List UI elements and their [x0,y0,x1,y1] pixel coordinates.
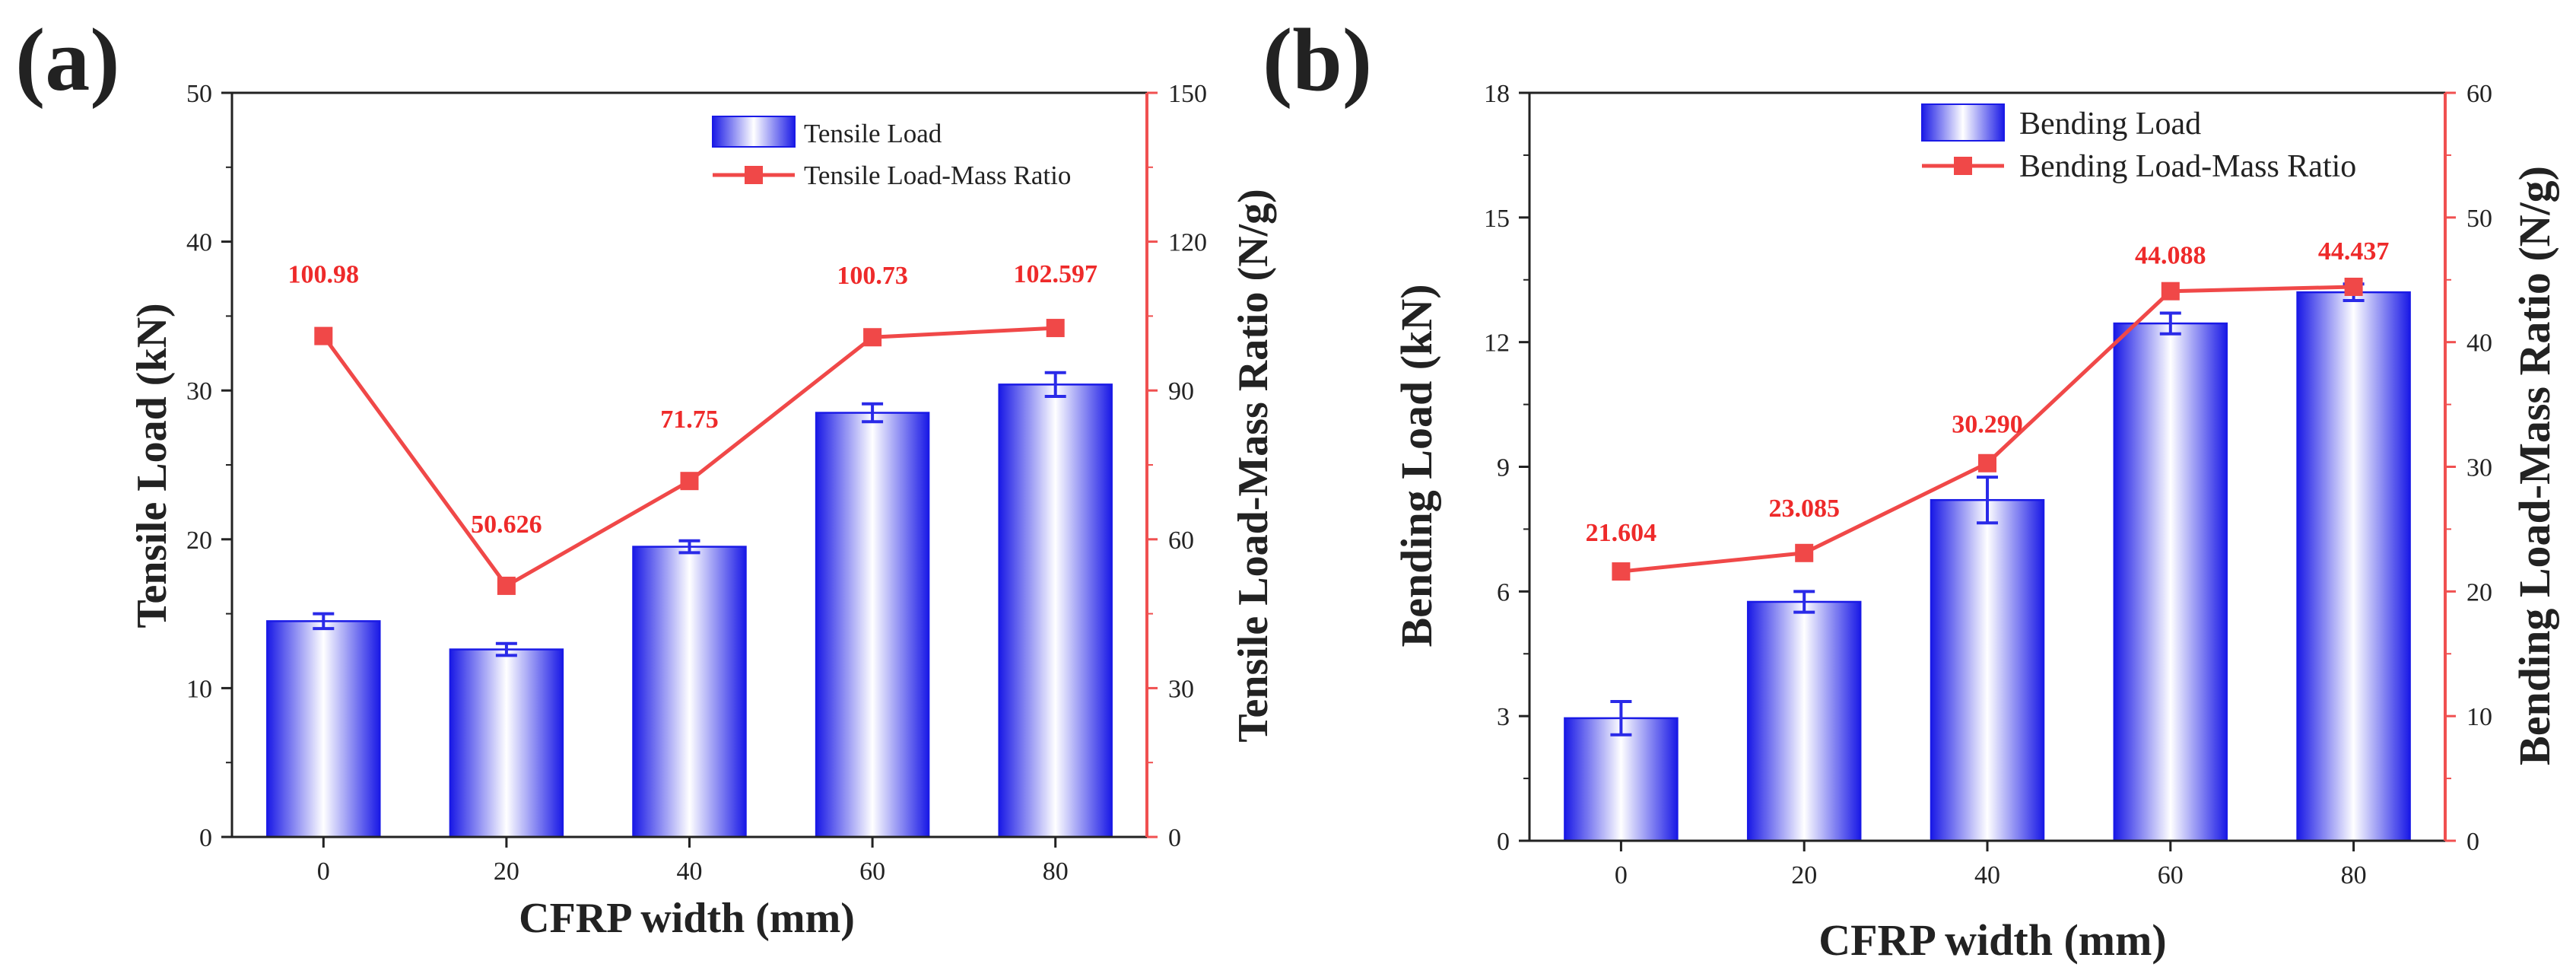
ratio-label-a-80: 102.597 [1013,260,1097,288]
panel-a-label: (a) [15,10,120,110]
ytick-label-left-a-40: 40 [186,229,212,257]
ratio-point-a-80 [1046,319,1065,338]
ytick-label-left-b-6: 6 [1497,578,1510,606]
ytick-label-right-b-30: 30 [2466,454,2492,482]
bar-a-20 [449,648,564,838]
ratio-label-a-40: 71.75 [660,406,719,434]
bar-a-80 [998,383,1113,838]
panel-a-y-right-axis-title: Tensile Load-Mass Ratio (N/g) [1230,189,1277,743]
legend-marker-bending-ratio [1954,157,1972,175]
bar-b-20 [1746,600,1862,842]
legend-label-bending-load: Bending Load [2019,107,2201,142]
bar-a-40 [632,546,747,838]
ytick-label-left-a-20: 20 [186,527,212,555]
ytick-label-left-b-3: 3 [1497,703,1510,731]
bar-a-60 [815,412,930,838]
ytick-label-right-b-0: 0 [2466,828,2479,856]
xtick-label-b-60: 60 [2158,861,2184,889]
ytick-label-left-b-12: 12 [1484,329,1510,358]
legend-swatch-tensile-load [712,116,796,148]
ratio-point-a-20 [497,576,516,595]
legend-marker-tensile-ratio [745,166,763,184]
xtick-label-b-40: 40 [1974,861,2000,889]
bar-b-40 [1930,498,2045,842]
ratio-label-a-20: 50.626 [471,511,542,539]
ratio-label-b-60: 44.088 [2135,242,2206,270]
xtick-label-a-80: 80 [1043,858,1069,886]
xtick-label-a-0: 0 [317,858,330,886]
panel-b-legend: Bending Load Bending Load-Mass Ratio [1921,103,2356,184]
panel-a-y-axis-title: Tensile Load (kN) [129,303,176,628]
panel-b-chart: (b) 21.604 23.085 30.290 44.088 44.437 0 3 6 9 1… [1263,10,2559,965]
ytick-label-left-a-50: 50 [186,80,212,108]
bar-a-0 [266,620,381,838]
ytick-label-left-a-30: 30 [186,377,212,406]
legend-label-tensile-load: Tensile Load [804,119,942,148]
ytick-label-left-b-18: 18 [1484,80,1510,108]
panel-a-x-axis-title: CFRP width (mm) [519,895,855,942]
xtick-label-b-80: 80 [2341,861,2367,889]
ratio-label-b-80: 44.437 [2318,237,2390,266]
ytick-label-left-b-9: 9 [1497,454,1510,482]
ratio-label-b-0: 21.604 [1586,519,1657,547]
ratio-label-b-40: 30.290 [1952,411,2023,439]
ytick-label-right-b-60: 60 [2466,80,2492,108]
panel-b-y-right-axis-title: Bending Load-Mass Ratio (N/g) [2510,166,2559,765]
ytick-label-left-b-15: 15 [1484,205,1510,233]
ratio-point-b-40 [1978,453,1996,473]
legend-swatch-bending-load [1921,103,2005,142]
ytick-label-right-b-20: 20 [2466,578,2492,606]
ytick-label-left-b-0: 0 [1497,828,1510,856]
ytick-label-right-a-30: 30 [1168,675,1194,703]
ratio-point-b-20 [1795,543,1814,562]
ratio-point-b-80 [2344,277,2363,296]
panel-b-y-axis-title: Bending Load (kN) [1392,284,1441,647]
ytick-label-right-b-10: 10 [2466,703,2492,731]
panel-b-x-axis-title: CFRP width (mm) [1818,915,2167,965]
ytick-label-right-a-150: 150 [1168,80,1207,108]
xtick-label-a-40: 40 [677,858,703,886]
bar-b-80 [2296,291,2411,842]
ytick-label-left-a-10: 10 [186,675,212,703]
ratio-point-a-60 [863,328,882,347]
xtick-label-a-60: 60 [859,858,885,886]
bar-b-60 [2113,322,2228,842]
ytick-label-right-a-60: 60 [1168,527,1194,555]
xtick-label-b-20: 20 [1791,861,1817,889]
legend-label-tensile-ratio: Tensile Load-Mass Ratio [804,161,1071,190]
ytick-label-right-a-0: 0 [1168,824,1181,852]
ytick-label-right-a-120: 120 [1168,229,1207,257]
panel-a-legend: Tensile Load Tensile Load-Mass Ratio [712,116,1071,190]
ratio-label-a-0: 100.98 [288,261,360,289]
ytick-label-right-a-90: 90 [1168,377,1194,406]
xtick-label-a-20: 20 [494,858,519,886]
bar-b-0 [1564,717,1679,842]
ratio-point-b-0 [1612,562,1631,581]
ratio-point-a-0 [314,326,333,345]
ratio-label-b-20: 23.085 [1768,495,1840,523]
ratio-point-b-60 [2161,282,2180,301]
panel-a-chart: (a) 100.98 50.626 71.75 100.73 102.597 0 10 20… [15,10,1277,942]
legend-label-bending-ratio: Bending Load-Mass Ratio [2019,149,2356,184]
ytick-label-right-b-40: 40 [2466,329,2492,358]
ytick-label-right-b-50: 50 [2466,205,2492,233]
ytick-label-left-a-0: 0 [199,824,212,852]
xtick-label-b-0: 0 [1615,861,1628,889]
ratio-label-a-60: 100.73 [837,262,908,290]
ratio-point-a-40 [680,472,699,491]
panel-b-label: (b) [1263,10,1372,110]
